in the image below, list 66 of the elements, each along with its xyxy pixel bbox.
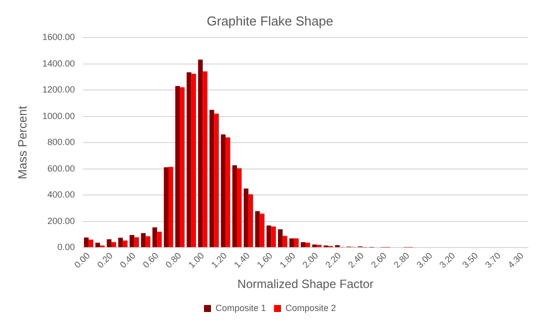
bar bbox=[95, 242, 100, 248]
bar bbox=[202, 71, 208, 248]
legend-label: Composite 1 bbox=[215, 302, 266, 313]
bar bbox=[168, 166, 174, 248]
bar bbox=[260, 214, 264, 248]
bar bbox=[164, 167, 169, 248]
bar bbox=[186, 72, 192, 248]
bar bbox=[88, 240, 94, 248]
bar bbox=[157, 232, 162, 248]
bar bbox=[146, 236, 150, 248]
chart-title: Graphite Flake Shape bbox=[206, 13, 334, 28]
x-tick-label: 0.40 bbox=[118, 250, 138, 270]
bar bbox=[282, 236, 288, 248]
legend-label: Composite 2 bbox=[286, 302, 336, 313]
x-tick-label: 1.60 bbox=[254, 250, 274, 270]
bar bbox=[289, 238, 294, 248]
x-tick-label: 3.70 bbox=[483, 250, 503, 270]
bar bbox=[198, 60, 203, 248]
bar bbox=[152, 227, 158, 248]
bar bbox=[305, 242, 310, 248]
bar bbox=[232, 165, 237, 248]
bar bbox=[214, 114, 219, 248]
x-tick-label: 0.60 bbox=[140, 250, 160, 270]
y-tick-label: 600.00 bbox=[47, 163, 75, 174]
bar bbox=[209, 110, 214, 248]
x-tick-label: 0.80 bbox=[164, 250, 184, 270]
bar bbox=[220, 134, 226, 248]
bar bbox=[300, 242, 306, 248]
bar bbox=[312, 244, 317, 248]
bar bbox=[180, 87, 185, 248]
x-tick-label: 2.80 bbox=[392, 250, 412, 270]
bar bbox=[236, 168, 242, 248]
y-tick-label: 1600.00 bbox=[42, 32, 75, 42]
y-tick-label: 1200.00 bbox=[42, 84, 75, 95]
x-tick-label: 2.20 bbox=[323, 250, 343, 270]
y-tick-label: 1400.00 bbox=[42, 58, 75, 68]
bar bbox=[294, 238, 299, 248]
bar bbox=[271, 226, 276, 248]
y-tick-label: 400.00 bbox=[47, 190, 75, 200]
y-tick-label: 0.00 bbox=[57, 242, 75, 252]
y-tick-label: 200.00 bbox=[47, 216, 75, 226]
y-axis-title: Mass Percent bbox=[16, 105, 30, 180]
bar bbox=[255, 211, 260, 248]
bar bbox=[248, 194, 254, 248]
x-tick-label: 4.30 bbox=[506, 250, 526, 270]
bar bbox=[84, 237, 89, 248]
x-tick-label: 3.00 bbox=[414, 250, 434, 270]
bar bbox=[106, 239, 112, 248]
bar bbox=[118, 238, 123, 248]
x-tick-label: 0.00 bbox=[72, 250, 92, 270]
bar bbox=[134, 237, 139, 248]
bar bbox=[141, 233, 146, 248]
bar bbox=[130, 234, 134, 248]
bar bbox=[191, 74, 196, 248]
bar bbox=[111, 242, 116, 248]
x-axis-title: Normalized Shape Factor bbox=[237, 277, 374, 292]
bar bbox=[244, 188, 248, 248]
bar bbox=[266, 226, 272, 248]
bar bbox=[122, 240, 128, 248]
bar bbox=[175, 86, 180, 248]
bar bbox=[278, 229, 283, 248]
y-tick-label: 800.00 bbox=[47, 137, 75, 148]
y-tick-label: 1000.00 bbox=[42, 110, 75, 121]
x-tick-label: 3.50 bbox=[460, 250, 480, 270]
x-tick-label: 0.20 bbox=[95, 250, 115, 270]
bar bbox=[226, 137, 230, 248]
